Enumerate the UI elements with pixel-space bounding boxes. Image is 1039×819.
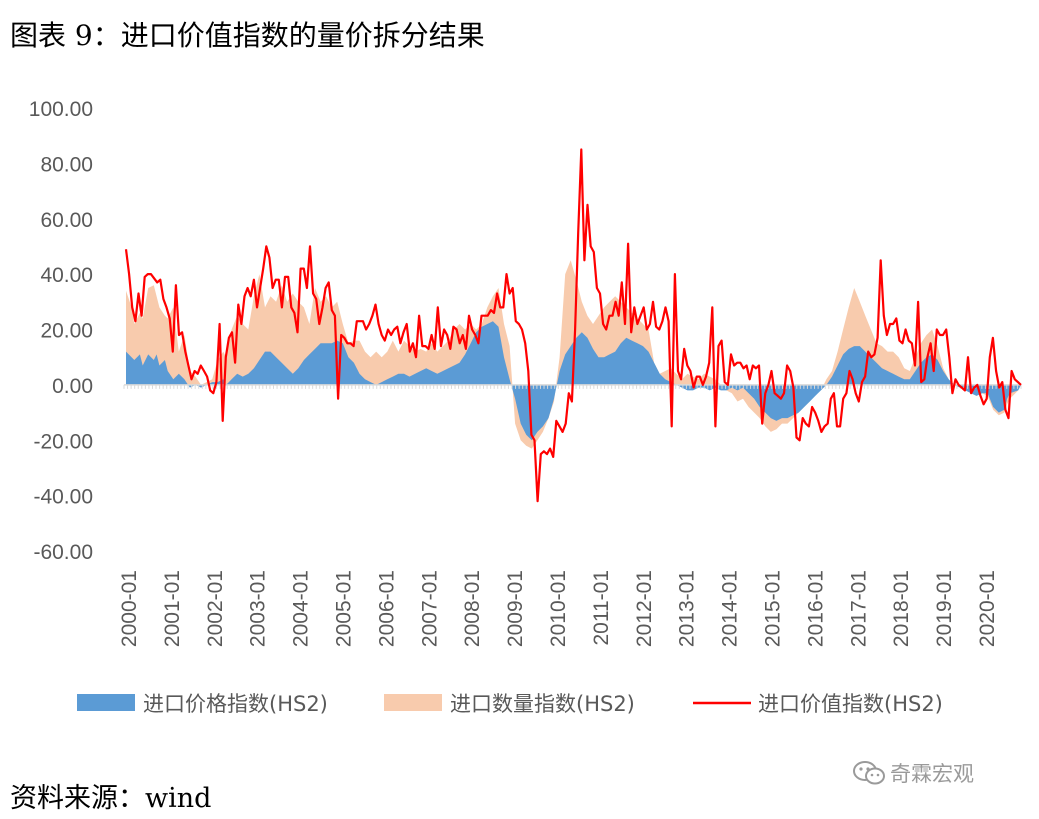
legend-swatch-price	[77, 694, 135, 711]
x-tick-label: 2010-01	[547, 570, 570, 647]
y-tick-label: -20.00	[33, 430, 93, 453]
x-tick-label: 2019-01	[933, 570, 956, 647]
y-tick-label: 60.00	[40, 209, 93, 232]
line-layer	[124, 148, 1022, 503]
x-tick-label: 2006-01	[375, 570, 398, 647]
y-tick-label: 20.00	[40, 320, 93, 343]
series-value-line	[124, 148, 1022, 503]
source-note: 资料来源：wind	[10, 783, 212, 814]
x-tick-label: 2014-01	[719, 570, 742, 647]
x-tick-label: 2002-01	[204, 570, 227, 647]
legend-label-price: 进口价格指数(HS2)	[143, 692, 328, 716]
x-tick-label: 2016-01	[804, 570, 827, 647]
legend-label-quantity: 进口数量指数(HS2)	[450, 692, 635, 716]
x-tick-label: 2005-01	[333, 570, 356, 647]
x-tick-label: 2000-01	[118, 570, 141, 647]
x-tick-label: 2009-01	[504, 570, 527, 647]
watermark-text: 奇霖宏观	[890, 762, 974, 786]
x-tick-label: 2007-01	[418, 570, 441, 647]
x-tick-label: 2001-01	[161, 570, 184, 647]
y-tick-label: -40.00	[33, 486, 93, 509]
y-axis-ticks: 100.00 80.00 60.00 40.00 20.00 0.00 -20.00 -40.…	[29, 98, 93, 564]
watermark: 奇霖宏观	[852, 758, 974, 788]
x-tick-label: 2013-01	[676, 570, 699, 647]
legend-swatch-quantity	[384, 694, 442, 711]
x-tick-label: 2011-01	[590, 570, 613, 646]
y-tick-label: -60.00	[33, 541, 93, 564]
x-tick-label: 2003-01	[247, 570, 270, 647]
chart-title: 图表 9：进口价值指数的量价拆分结果	[10, 19, 485, 52]
y-tick-label: 80.00	[40, 153, 93, 176]
x-tick-label: 2020-01	[976, 570, 999, 647]
x-tick-label: 2004-01	[290, 570, 313, 647]
x-tick-label: 2012-01	[633, 570, 656, 647]
y-tick-label: 100.00	[29, 98, 93, 121]
legend-label-value: 进口价值指数(HS2)	[758, 692, 943, 716]
wechat-icon	[853, 761, 885, 785]
x-tick-label: 2015-01	[762, 570, 785, 647]
x-axis-ticks: 2000-01 2001-01 2002-01 2003-01 2004-01 2005-…	[118, 570, 999, 647]
legend: 进口价格指数(HS2) 进口数量指数(HS2) 进口价值指数(HS2)	[77, 692, 943, 716]
y-tick-label: 0.00	[52, 375, 93, 398]
x-tick-label: 2018-01	[890, 570, 913, 647]
y-tick-label: 40.00	[40, 264, 93, 287]
x-tick-label: 2017-01	[847, 570, 870, 647]
x-tick-label: 2008-01	[461, 570, 484, 647]
